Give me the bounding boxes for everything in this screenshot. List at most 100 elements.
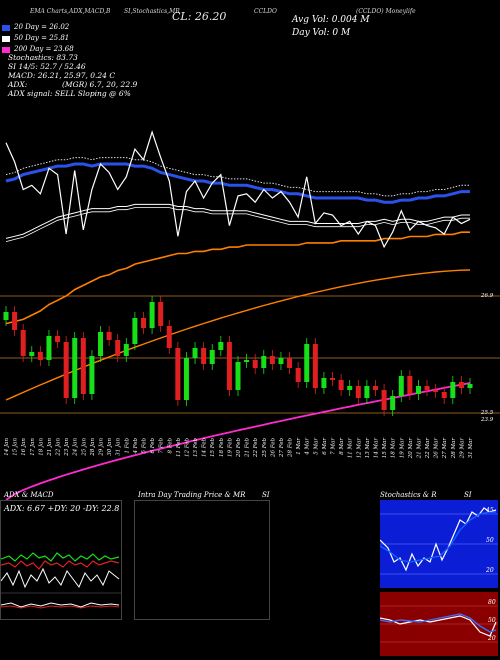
adx-macd-title: ADX & MACD [4, 491, 54, 499]
candle-body [252, 360, 258, 368]
date-tick-label: 1 Feb [124, 438, 130, 454]
candle-body [261, 356, 267, 368]
date-tick-label: 24 Jan [73, 438, 79, 457]
date-tick-label: 5 Feb [141, 438, 147, 454]
date-tick-label: 20 Mar [408, 438, 414, 460]
candle-body [312, 344, 318, 388]
signal-line [5, 157, 470, 197]
intraday-title: Intra Day Trading Price & MR [138, 491, 246, 499]
date-tick-label: 27 Mar [442, 438, 448, 460]
candle-body [458, 382, 464, 388]
stochastics-lines: 45 50 20 [380, 507, 498, 575]
svg-text:50: 50 [488, 617, 496, 624]
candle-body [269, 356, 275, 364]
candle-body [398, 376, 404, 396]
svg-text:20: 20 [487, 635, 496, 642]
date-tick-label: 31 Jan [116, 438, 122, 456]
date-tick-label: 17 Jan [30, 438, 36, 456]
date-tick-label: 14 Jan [4, 438, 10, 456]
candle-body [175, 348, 181, 400]
date-tick-label: 29 Jan [99, 438, 105, 457]
candle-body [183, 358, 189, 400]
candle-body [278, 358, 284, 364]
adx-panel-readout: ADX: 6.67 +DY: 20 -DY: 22.8 [4, 504, 120, 513]
price-chart: 14 Jan 15 Jan 16 Jan 17 Jan 18 Jan 21 Jan 22 J… [0, 130, 500, 500]
candle-body [347, 386, 353, 390]
ema20-line [5, 162, 470, 204]
date-tick-label: 18 Jan [38, 438, 44, 456]
date-tick-label: 5 Mar [313, 438, 319, 455]
candle-body [98, 332, 104, 356]
legend-label-ema200: 200 Day = 23.68 [14, 45, 74, 53]
candle-body [390, 396, 396, 410]
date-tick-label: 14 Mar [373, 438, 379, 459]
ticker-label: SI,Stochastics,MR [124, 8, 180, 15]
price-tick-label: 26.9 [480, 293, 494, 299]
legend-label-ema50: 50 Day = 25.81 [14, 34, 70, 42]
candle-body [80, 338, 86, 394]
svg-text:80: 80 [488, 599, 496, 606]
date-tick-label: 15 Feb [210, 438, 216, 458]
candle-body [115, 340, 121, 356]
ema50-line-outer [5, 203, 470, 239]
date-tick-label: 13 Mar [365, 438, 371, 459]
candle-body [287, 358, 293, 368]
candle-body [330, 378, 336, 380]
date-tick-label: 28 Mar [451, 438, 457, 460]
si-title: SI [262, 491, 270, 499]
date-tick-label: 25 Feb [262, 438, 268, 459]
adx-readout: (MGR) 6.7, 20, 22.9 [62, 80, 138, 89]
date-tick-label: 29 Mar [459, 438, 465, 460]
svg-text:50: 50 [486, 537, 494, 544]
candle-body [123, 344, 129, 356]
adx-lines [1, 552, 121, 609]
adx-signal: ADX signal: SELL Sloping @ 6% [8, 89, 131, 98]
candle-body [89, 356, 95, 394]
date-tick-label: 22 Feb [253, 438, 259, 459]
candle-body [63, 342, 69, 398]
date-tick-label: 21 Mar [416, 438, 422, 460]
candle-body [218, 342, 224, 350]
svg-text:45: 45 [485, 507, 494, 514]
candle-body [149, 302, 155, 328]
date-tick-label: 16 Jan [21, 438, 27, 456]
date-tick-label: 23 Jan [64, 438, 70, 457]
date-tick-label: 11 Mar [348, 438, 354, 459]
date-tick-label: 28 Feb [288, 438, 294, 459]
chart-candles [3, 296, 473, 416]
legend-swatch-ema50 [2, 36, 10, 42]
ema50-line-inner [5, 207, 470, 242]
chart-lines [5, 130, 471, 500]
svg-text:20: 20 [485, 567, 494, 574]
candle-body [295, 368, 301, 382]
date-tick-label: 8 Feb [167, 438, 173, 454]
date-tick-label: 7 Feb [159, 438, 165, 454]
date-tick-label: 12 Feb [184, 438, 190, 458]
date-tick-label: 12 Mar [356, 438, 362, 459]
date-tick-label: 31 Mar [468, 438, 474, 459]
date-tick-label: 1 Mar [296, 438, 302, 455]
date-tick-label: 21 Jan [47, 438, 53, 457]
legend-label-ema20: 20 Day = 26.02 [14, 23, 70, 31]
candle-body [106, 332, 112, 340]
date-tick-label: 28 Jan [90, 438, 96, 457]
stochastics-title: Stochastics & R [380, 491, 437, 499]
date-axis: 14 Jan 15 Jan 16 Jan 17 Jan 18 Jan 21 Jan 22 J… [4, 438, 474, 460]
candle-body [55, 336, 61, 342]
date-tick-label: 13 Feb [193, 438, 199, 458]
date-tick-label: 4 Feb [133, 438, 139, 455]
date-tick-label: 26 Feb [270, 438, 276, 459]
candle-body [201, 348, 207, 364]
date-tick-label: 19 Mar [399, 438, 405, 459]
date-tick-label: 18 Mar [391, 438, 397, 459]
legend-swatch-ema200 [2, 47, 10, 53]
date-tick-label: 14 Feb [202, 438, 208, 458]
date-tick-label: 6 Mar [322, 438, 328, 455]
candle-body [158, 302, 164, 326]
legend-item-ema200: 200 Day = 23.68 [2, 45, 82, 55]
candle-body [192, 348, 198, 358]
date-tick-label: 19 Feb [227, 438, 233, 458]
intraday-panel [134, 500, 270, 620]
page-title: (CCLDO) Moneylife [356, 8, 416, 15]
price-axis: 26.9 25.523.9 [480, 293, 494, 423]
